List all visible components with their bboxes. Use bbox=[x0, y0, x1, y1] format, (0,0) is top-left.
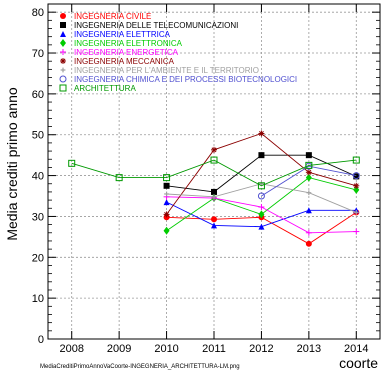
legend-marker bbox=[60, 67, 66, 73]
data-point bbox=[258, 210, 265, 219]
legend-entry: INGEGNERIA DELLE TELECOMUNICAZIONI bbox=[60, 21, 238, 30]
y-tick-label: 10 bbox=[32, 293, 44, 305]
data-point bbox=[211, 188, 217, 195]
data-point bbox=[305, 173, 312, 182]
data-point bbox=[305, 207, 312, 214]
data-point bbox=[115, 174, 123, 182]
legend-marker bbox=[60, 49, 66, 55]
series-line bbox=[71, 159, 357, 187]
y-tick-label: 40 bbox=[32, 171, 44, 183]
data-point bbox=[211, 222, 217, 229]
series-6 bbox=[164, 181, 359, 215]
data-point bbox=[258, 152, 265, 159]
data-point bbox=[258, 130, 265, 137]
x-tick-label: 2012 bbox=[249, 343, 273, 355]
x-tick-label: 2013 bbox=[297, 343, 321, 355]
data-point bbox=[163, 211, 170, 218]
legend-entry: INGEGNERIA ENERGETICA bbox=[60, 48, 179, 57]
legend-label: INGEGNERIA PER L'AMBIENTE E IL TERRITORI… bbox=[74, 66, 259, 75]
data-point bbox=[211, 146, 217, 153]
legend-label: INGEGNERIA ELETTRONICA bbox=[74, 39, 183, 48]
legend-marker bbox=[59, 84, 67, 92]
legend-marker bbox=[60, 58, 66, 64]
data-point bbox=[257, 192, 265, 200]
y-tick-label: 20 bbox=[32, 252, 44, 264]
y-axis-label: Media crediti primo anno bbox=[4, 87, 20, 241]
grid bbox=[48, 4, 380, 339]
data-point bbox=[164, 191, 169, 197]
legend-label: ARCHITETTURA bbox=[74, 84, 136, 93]
x-tick-label: 2011 bbox=[202, 343, 226, 355]
x-tick-label: 2010 bbox=[154, 343, 178, 355]
data-point bbox=[305, 229, 312, 236]
axes: 0 10 20 30 40 50 60 70 80 2008 2009 2010 2011 2012 201… bbox=[32, 3, 381, 355]
series-1 bbox=[163, 152, 360, 195]
data-point bbox=[352, 172, 360, 180]
x-tick-label: 2009 bbox=[107, 343, 131, 355]
legend-marker bbox=[60, 22, 66, 28]
legend-label: INGEGNERIA ELETTRICA bbox=[74, 30, 171, 39]
y-tick-label: 30 bbox=[32, 211, 44, 223]
legend-marker bbox=[60, 31, 66, 37]
legend-label: INGEGNERIA CHIMICA E DEI PROCESSI BIOTEC… bbox=[74, 75, 297, 84]
legend-label: INGEGNERIA MECCANICA bbox=[74, 57, 175, 66]
data-point bbox=[353, 182, 360, 189]
legend-marker bbox=[60, 39, 66, 47]
legend-entry: INGEGNERIA PER L'AMBIENTE E IL TERRITORI… bbox=[60, 66, 259, 75]
legend-label: INGEGNERIA CIVILE bbox=[74, 12, 151, 21]
legend-entry: INGEGNERIA ELETTRICA bbox=[60, 30, 171, 39]
data-point bbox=[163, 226, 170, 235]
series-8 bbox=[68, 156, 360, 190]
data-point bbox=[211, 194, 217, 200]
legend-entry: INGEGNERIA ELETTRONICA bbox=[60, 39, 183, 48]
series-7 bbox=[257, 162, 360, 200]
data-point bbox=[353, 209, 359, 215]
data-point bbox=[163, 199, 170, 206]
data-point bbox=[163, 182, 170, 189]
y-tick-label: 70 bbox=[32, 48, 44, 60]
legend-entry: ARCHITETTURA bbox=[59, 84, 136, 93]
data-point bbox=[306, 190, 312, 196]
y-tick-label: 80 bbox=[32, 7, 44, 19]
legend-entry: INGEGNERIA MECCANICA bbox=[60, 57, 175, 66]
x-tick-label: 2008 bbox=[59, 343, 83, 355]
y-tick-label: 50 bbox=[32, 130, 44, 142]
legend-label: INGEGNERIA DELLE TELECOMUNICAZIONI bbox=[74, 21, 238, 30]
legend-entry: INGEGNERIA CIVILE bbox=[60, 12, 151, 21]
legend-marker bbox=[59, 75, 67, 83]
data-point bbox=[163, 174, 171, 182]
data-point bbox=[68, 159, 76, 167]
y-tick-label: 60 bbox=[32, 89, 44, 101]
x-axis-label: coorte bbox=[339, 355, 378, 370]
data-point bbox=[353, 228, 360, 235]
footer-caption: MediaCreditiPrimoAnnoVaCoorte-INGEGNERIA… bbox=[40, 364, 240, 370]
data-point bbox=[305, 161, 313, 169]
legend-label: INGEGNERIA ENERGETICA bbox=[74, 48, 179, 57]
data-point bbox=[352, 156, 360, 164]
data-point bbox=[258, 204, 265, 211]
series-line bbox=[261, 165, 357, 197]
x-tick-label: 2014 bbox=[344, 343, 368, 355]
data-point bbox=[305, 240, 312, 247]
legend-entry: INGEGNERIA CHIMICA E DEI PROCESSI BIOTEC… bbox=[59, 75, 297, 84]
data-point bbox=[211, 216, 217, 223]
data-point bbox=[210, 156, 218, 164]
data-point bbox=[257, 182, 265, 190]
series-5 bbox=[163, 130, 360, 218]
data-point bbox=[258, 223, 265, 230]
data-point bbox=[305, 152, 312, 159]
series-layer bbox=[68, 130, 360, 247]
data-point bbox=[353, 173, 360, 180]
y-tick-label: 0 bbox=[38, 334, 44, 346]
legend-marker bbox=[60, 13, 66, 19]
data-point bbox=[305, 169, 312, 176]
